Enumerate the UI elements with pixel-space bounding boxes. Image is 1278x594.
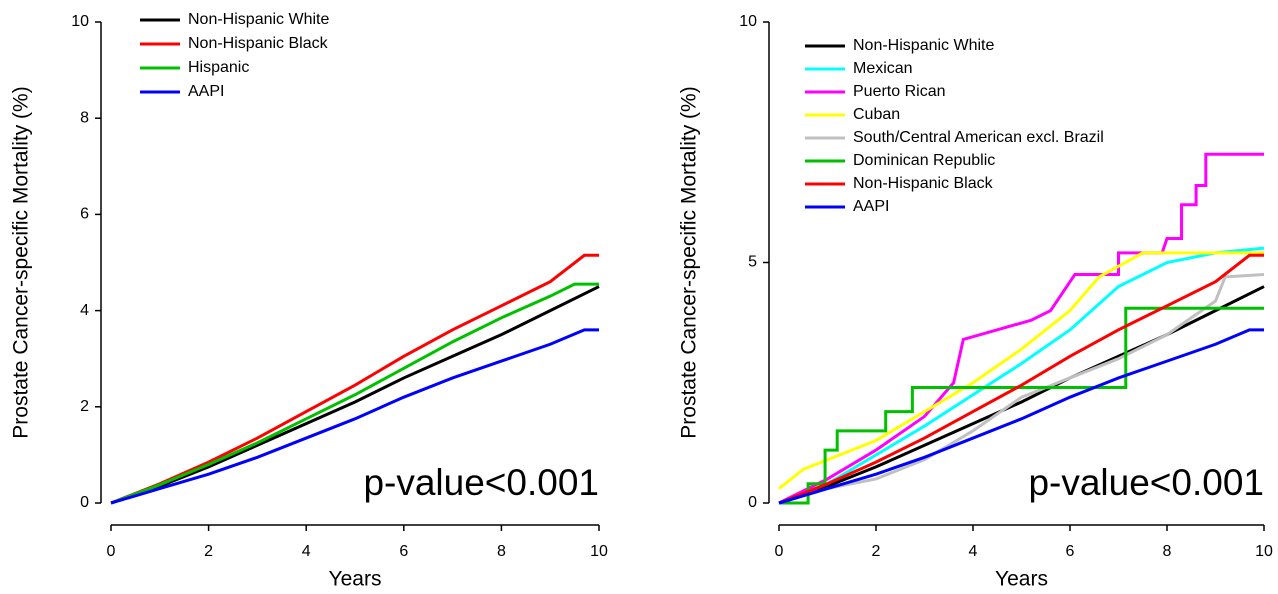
series-line <box>110 285 600 505</box>
y-axis-title: Prostate Cancer-specific Mortality (%) <box>678 86 701 438</box>
series-line <box>778 251 1264 490</box>
series-line <box>778 285 1265 505</box>
legend-label: Non-Hispanic White <box>853 37 994 54</box>
x-tick-label: 2 <box>872 543 881 560</box>
y-tick-label: 0 <box>80 494 89 511</box>
x-axis-title: Years <box>329 568 382 591</box>
legend-label: Puerto Rican <box>853 83 946 100</box>
legend-label: Mexican <box>853 60 913 77</box>
y-tick-label: 10 <box>71 13 89 30</box>
y-tick-label: 8 <box>80 109 89 126</box>
y-tick-label: 2 <box>80 398 89 415</box>
annotation: p-value<0.001 <box>1028 462 1264 503</box>
legend-label: Hispanic <box>188 59 249 76</box>
x-tick-label: 0 <box>107 543 116 560</box>
legend-label: AAPI <box>188 83 224 100</box>
series-line <box>110 253 599 505</box>
y-tick-label: 5 <box>748 254 757 271</box>
series-line <box>110 328 599 505</box>
legend-label: Dominican Republic <box>853 152 995 169</box>
x-tick-label: 4 <box>302 543 311 560</box>
legend-label: Non-Hispanic Black <box>188 35 329 52</box>
x-tick-label: 2 <box>204 543 213 560</box>
x-tick-label: 8 <box>1163 543 1172 560</box>
legend-label: Cuban <box>853 106 900 123</box>
series-line <box>778 246 1265 505</box>
x-tick-label: 6 <box>399 543 408 560</box>
y-axis-title: Prostate Cancer-specific Mortality (%) <box>10 86 33 438</box>
y-tick-label: 6 <box>80 206 89 223</box>
annotation: p-value<0.001 <box>363 462 599 503</box>
x-tick-label: 8 <box>497 543 506 560</box>
legend-label: Non-Hispanic Black <box>853 175 994 192</box>
x-tick-label: 6 <box>1066 543 1075 560</box>
legend-label: South/Central American excl. Brazil <box>853 129 1104 146</box>
x-tick-label: 10 <box>1255 543 1273 560</box>
series-line <box>110 282 599 505</box>
x-tick-label: 4 <box>969 543 978 560</box>
x-axis-title: Years <box>995 568 1048 591</box>
x-tick-label: 10 <box>590 543 608 560</box>
y-tick-label: 0 <box>748 494 757 511</box>
series-line <box>778 328 1264 505</box>
y-tick-label: 10 <box>739 13 757 30</box>
x-tick-label: 0 <box>775 543 784 560</box>
legend-label: AAPI <box>853 198 889 215</box>
y-tick-label: 4 <box>80 302 89 319</box>
series-line <box>778 253 1264 505</box>
legend-label: Non-Hispanic White <box>188 11 329 28</box>
